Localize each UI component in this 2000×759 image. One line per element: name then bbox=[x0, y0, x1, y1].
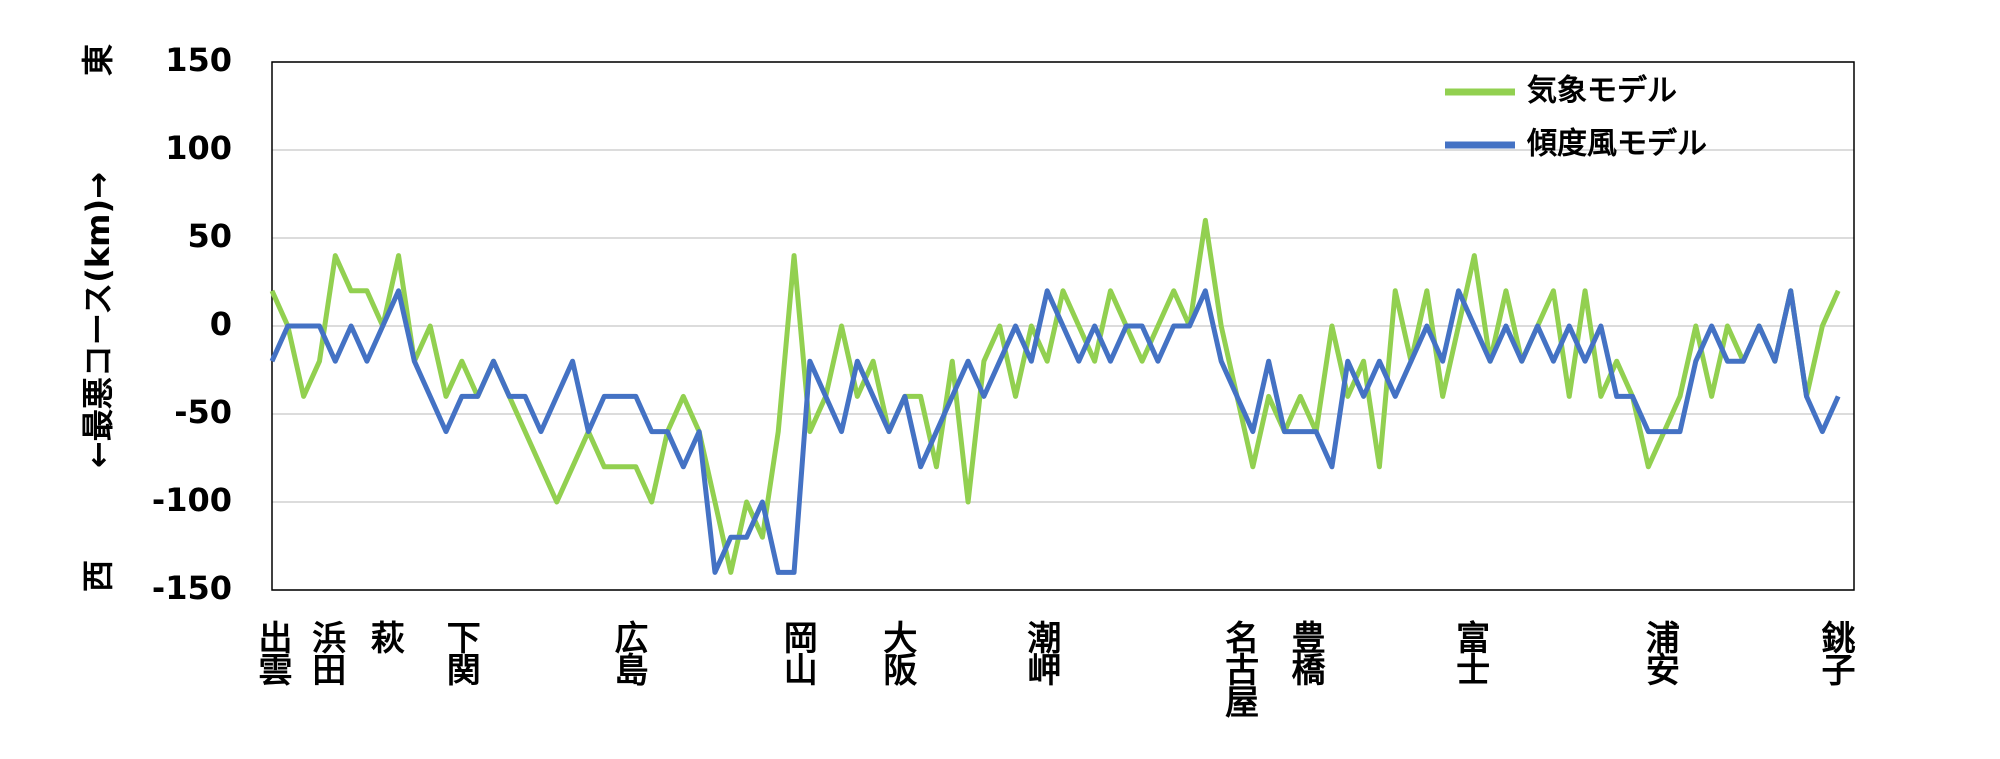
legend-label: 気象モデル bbox=[1527, 74, 1677, 109]
x-tick-label: 銚子 bbox=[1815, 619, 1855, 686]
y-tick-label: 150 bbox=[165, 41, 232, 79]
x-tick-label: 出雲 bbox=[252, 620, 292, 687]
x-tick-label: 萩 bbox=[364, 620, 404, 654]
x-tick-label: 浦安 bbox=[1639, 620, 1679, 686]
x-tick-label: 大阪 bbox=[877, 620, 917, 687]
y-tick-label: 0 bbox=[210, 305, 232, 343]
x-tick-label: 豊橋 bbox=[1285, 620, 1325, 686]
legend-label: 傾度風モデル bbox=[1526, 127, 1707, 162]
y-axis-title: ←最悪コース(km)→ bbox=[79, 172, 117, 468]
y-top-label: 東 bbox=[79, 44, 117, 76]
x-tick-label: 浜田 bbox=[306, 620, 346, 686]
x-tick-label: 岡山 bbox=[777, 620, 817, 686]
x-tick-label: 広島 bbox=[608, 620, 648, 686]
x-tick-label: 富士 bbox=[1450, 619, 1490, 684]
x-tick-label: 潮岬 bbox=[1021, 620, 1061, 686]
y-tick-label: -150 bbox=[152, 569, 232, 607]
x-tick-label: 名古屋 bbox=[1219, 620, 1259, 718]
y-tick-label: -100 bbox=[152, 481, 232, 519]
plot-border bbox=[271, 61, 1855, 591]
y-bottom-label: 西 bbox=[79, 560, 117, 592]
x-tick-label: 下関 bbox=[440, 620, 480, 686]
y-tick-label: -50 bbox=[174, 393, 232, 431]
y-tick-label: 100 bbox=[165, 129, 232, 167]
series-line bbox=[269, 288, 1841, 575]
y-tick-label: 50 bbox=[187, 217, 232, 255]
